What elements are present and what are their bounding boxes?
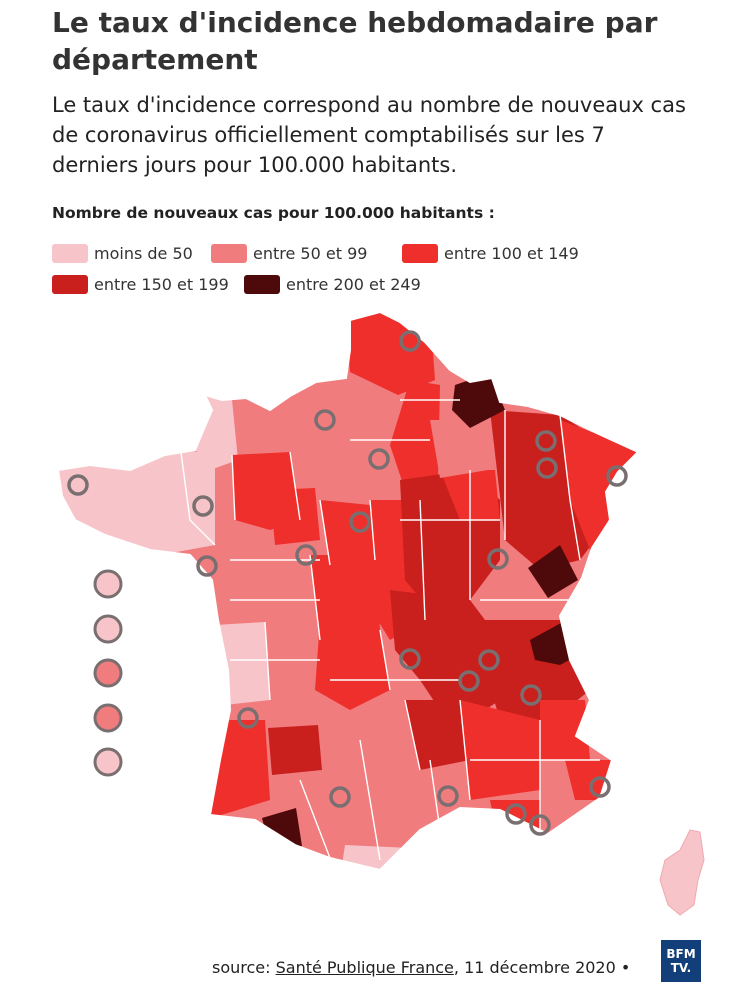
- department-region: [430, 420, 488, 478]
- legend-item-200-249: entre 200 et 249: [244, 275, 421, 294]
- department-region: [215, 622, 270, 705]
- circle-marker-icon: [93, 703, 123, 733]
- france-outline: [56, 310, 640, 872]
- legend-label: moins de 50: [94, 244, 193, 263]
- department-region: [540, 700, 590, 760]
- circle-marker-icon: [196, 555, 218, 577]
- legend-title: Nombre de nouveaux cas pour 100.000 habi…: [52, 204, 495, 222]
- source-date: , 11 décembre 2020 •: [453, 958, 631, 977]
- department-region: [405, 700, 470, 770]
- department-region: [340, 845, 410, 870]
- mainland-departments: [58, 312, 638, 870]
- overseas-markers: [93, 569, 123, 777]
- circle-marker-icon: [535, 430, 557, 452]
- source-link[interactable]: Santé Publique France: [275, 958, 454, 977]
- circle-marker-icon: [93, 747, 123, 777]
- department-region: [268, 725, 322, 775]
- city-markers: [67, 330, 628, 836]
- circle-marker-icon: [399, 648, 421, 670]
- circle-marker-icon: [529, 814, 551, 836]
- legend-label: entre 100 et 149: [444, 244, 579, 263]
- circle-marker-icon: [237, 707, 259, 729]
- circle-marker-icon: [93, 569, 123, 599]
- legend-item-lt50: moins de 50: [52, 244, 193, 263]
- page-subtitle: Le taux d'incidence correspond au nombre…: [52, 93, 686, 177]
- circle-marker-icon: [192, 495, 214, 517]
- circle-marker-icon: [487, 548, 509, 570]
- legend-swatch: [244, 275, 280, 294]
- logo-line1: BFM: [666, 947, 696, 961]
- department-doubs: [528, 545, 578, 598]
- circle-marker-icon: [368, 448, 390, 470]
- circle-marker-icon: [67, 474, 89, 496]
- circle-marker-icon: [505, 803, 527, 825]
- circle-marker-icon: [93, 614, 123, 644]
- circle-marker-icon: [295, 544, 317, 566]
- circle-marker-icon: [437, 785, 459, 807]
- circle-marker-icon: [349, 511, 371, 533]
- bfmtv-logo: BFM TV.: [661, 940, 701, 982]
- legend-swatch: [52, 275, 88, 294]
- corsica: [659, 829, 705, 916]
- legend-swatch: [52, 244, 88, 263]
- source-prefix: source:: [212, 958, 276, 977]
- legend-item-150-199: entre 150 et 199: [52, 275, 229, 294]
- legend-item-100-149: entre 100 et 149: [402, 244, 579, 263]
- department-region: [460, 700, 540, 800]
- circle-marker-icon: [314, 409, 336, 431]
- legend-label: entre 200 et 249: [286, 275, 421, 294]
- france-map: [56, 310, 705, 916]
- circle-marker-icon: [329, 786, 351, 808]
- department-region: [560, 420, 638, 550]
- circle-marker-icon: [589, 776, 611, 798]
- circle-marker-icon: [478, 649, 500, 671]
- legend-label: entre 50 et 99: [253, 244, 368, 263]
- legend-label: entre 150 et 199: [94, 275, 229, 294]
- legend-swatch: [402, 244, 438, 263]
- circle-marker-icon: [458, 670, 480, 692]
- page-title: Le taux d'incidence hebdomadaire par dép…: [52, 6, 658, 76]
- legend-item-50-99: entre 50 et 99: [211, 244, 367, 263]
- circle-marker-icon: [93, 658, 123, 688]
- department-ardennes: [452, 373, 505, 428]
- legend-swatch: [211, 244, 247, 263]
- circle-marker-icon: [520, 684, 542, 706]
- department-region: [58, 445, 215, 555]
- circle-marker-icon: [536, 457, 558, 479]
- department-region: [270, 488, 320, 545]
- source-line: source: Santé Publique France, 11 décemb…: [212, 958, 630, 977]
- logo-line2: TV.: [670, 961, 692, 975]
- department-region: [315, 620, 390, 710]
- department-region: [310, 555, 380, 640]
- circle-marker-icon: [606, 465, 628, 487]
- department-region: [320, 500, 375, 565]
- circle-marker-icon: [399, 330, 421, 352]
- department-region: [390, 380, 440, 490]
